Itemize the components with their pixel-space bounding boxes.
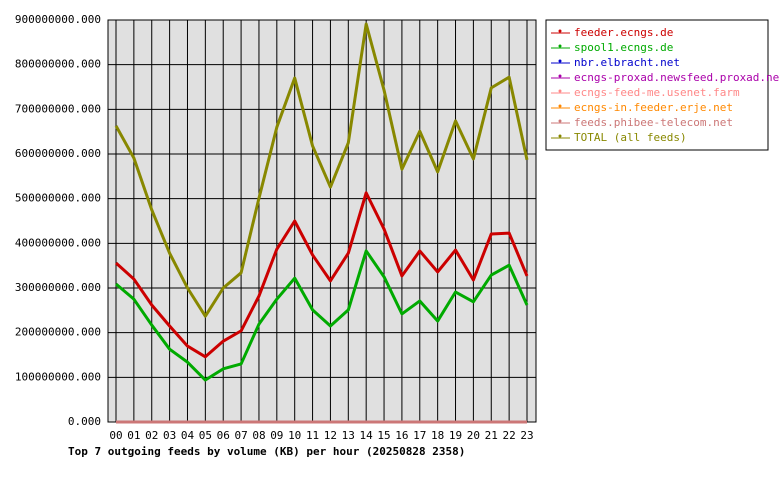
chart-title: Top 7 outgoing feeds by volume (KB) per … (68, 445, 465, 458)
legend-marker (558, 29, 562, 33)
x-tick-label: 02 (145, 429, 158, 442)
legend-marker (558, 44, 562, 48)
legend-marker (558, 119, 562, 123)
x-tick-label: 11 (306, 429, 319, 442)
x-tick-label: 20 (467, 429, 480, 442)
x-tick-label: 07 (234, 429, 247, 442)
x-tick-label: 06 (217, 429, 230, 442)
legend-marker (558, 89, 562, 93)
x-tick-label: 19 (449, 429, 462, 442)
y-tick-label: 300000000.000 (15, 281, 101, 294)
x-tick-label: 13 (342, 429, 355, 442)
y-tick-label: 900000000.000 (15, 13, 101, 26)
x-tick-label: 22 (503, 429, 516, 442)
series-line (114, 22, 529, 318)
plot-area (107, 19, 537, 423)
x-tick-label: 16 (395, 429, 408, 442)
x-tick-label: 14 (360, 429, 374, 442)
x-tick-label: 21 (485, 429, 498, 442)
legend-marker (558, 59, 562, 63)
series-line (114, 191, 529, 359)
legend-label: TOTAL (all feeds) (574, 131, 687, 144)
legend-marker (558, 74, 562, 78)
y-tick-label: 400000000.000 (15, 236, 101, 249)
x-tick-label: 05 (199, 429, 212, 442)
y-tick-label: 600000000.000 (15, 147, 101, 160)
x-tick-label: 15 (377, 429, 390, 442)
legend-label: spool1.ecngs.de (574, 41, 673, 54)
legend-marker (558, 134, 562, 138)
x-tick-label: 12 (324, 429, 337, 442)
x-tick-label: 00 (109, 429, 122, 442)
legend-label: nbr.elbracht.net (574, 56, 680, 69)
y-tick-label: 500000000.000 (15, 192, 101, 205)
y-tick-label: 100000000.000 (15, 370, 101, 383)
legend-label: feeder.ecngs.de (574, 26, 673, 39)
y-tick-label: 0.000 (68, 415, 101, 428)
x-tick-label: 09 (270, 429, 283, 442)
x-tick-label: 08 (252, 429, 265, 442)
series-line (115, 249, 529, 382)
legend-box (545, 19, 769, 151)
legend-label: feeds.phibee-telecom.net (574, 116, 733, 129)
x-tick-label: 23 (520, 429, 533, 442)
legend-label: ecngs-in.feeder.erje.net (574, 101, 733, 114)
x-tick-label: 01 (127, 429, 140, 442)
x-tick-label: 03 (163, 429, 176, 442)
x-tick-label: 04 (181, 429, 195, 442)
x-tick-label: 18 (431, 429, 444, 442)
legend-label: ecngs-feed-me.usenet.farm (574, 86, 740, 99)
legend-label: ecngs-proxad.newsfeed.proxad.net (574, 71, 780, 84)
legend-marker (558, 104, 562, 108)
x-tick-label: 10 (288, 429, 301, 442)
y-tick-label: 800000000.000 (15, 58, 101, 71)
x-tick-label: 17 (413, 429, 426, 442)
y-tick-label: 200000000.000 (15, 326, 101, 339)
y-tick-label: 700000000.000 (15, 102, 101, 115)
